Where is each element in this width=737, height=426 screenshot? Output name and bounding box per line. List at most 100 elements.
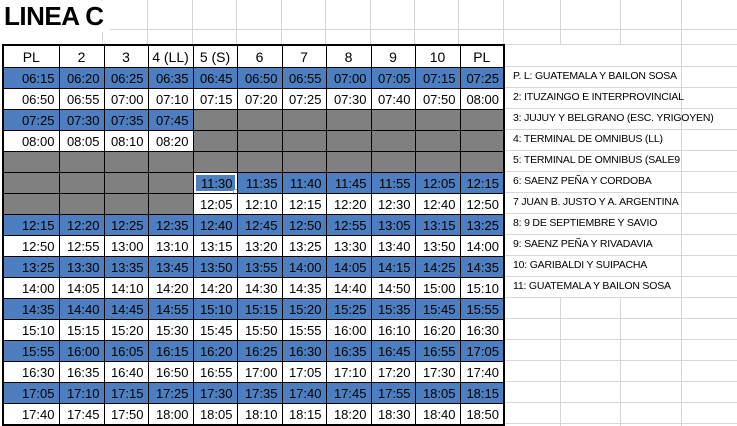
time-cell[interactable]: 18:30	[370, 403, 416, 426]
empty-cell[interactable]	[236, 130, 283, 152]
time-cell[interactable]: 12:50	[281, 214, 327, 236]
time-cell[interactable]: 14:30	[236, 277, 283, 299]
empty-cell[interactable]	[325, 109, 372, 131]
empty-cell[interactable]	[370, 151, 416, 173]
empty-cell[interactable]	[325, 151, 372, 173]
time-cell[interactable]: 07:40	[370, 88, 416, 110]
empty-cell[interactable]	[281, 130, 327, 152]
time-cell[interactable]: 12:15	[459, 172, 505, 194]
time-cell[interactable]: 13:45	[147, 256, 194, 278]
time-cell[interactable]: 13:25	[281, 235, 327, 257]
time-cell[interactable]: 15:20	[281, 298, 327, 320]
time-cell[interactable]: 07:45	[147, 109, 194, 131]
time-cell[interactable]: 07:25	[2, 109, 60, 131]
column-header[interactable]: 3	[103, 44, 149, 68]
time-cell[interactable]: 14:40	[325, 277, 372, 299]
column-header[interactable]: 10	[414, 44, 461, 68]
empty-cell[interactable]	[192, 109, 238, 131]
time-cell[interactable]: 16:25	[236, 340, 283, 362]
time-cell[interactable]: 16:35	[58, 361, 105, 383]
time-cell[interactable]: 07:00	[103, 88, 149, 110]
time-cell[interactable]: 16:55	[414, 340, 461, 362]
time-cell[interactable]: 18:15	[281, 403, 327, 426]
empty-cell[interactable]	[2, 193, 60, 215]
time-cell[interactable]: 07:15	[414, 67, 461, 89]
time-cell[interactable]: 14:00	[2, 277, 60, 299]
time-cell[interactable]: 16:30	[459, 319, 505, 341]
time-cell[interactable]: 12:40	[192, 214, 238, 236]
empty-cell[interactable]	[58, 151, 105, 173]
empty-cell[interactable]	[147, 172, 194, 194]
time-cell[interactable]: 06:20	[58, 67, 105, 89]
time-cell[interactable]: 07:20	[236, 88, 283, 110]
time-cell[interactable]: 17:30	[192, 382, 238, 404]
time-cell[interactable]: 12:50	[459, 193, 505, 215]
time-cell[interactable]: 16:20	[192, 340, 238, 362]
time-cell[interactable]: 17:50	[103, 403, 149, 426]
time-cell[interactable]: 08:05	[58, 130, 105, 152]
time-cell[interactable]: 13:30	[58, 256, 105, 278]
time-cell[interactable]: 18:15	[459, 382, 505, 404]
time-cell[interactable]: 18:00	[147, 403, 194, 426]
time-cell[interactable]: 18:10	[236, 403, 283, 426]
column-header[interactable]: 7	[281, 44, 327, 68]
time-cell[interactable]: 07:05	[370, 67, 416, 89]
time-cell[interactable]: 16:30	[281, 340, 327, 362]
time-cell[interactable]: 13:50	[414, 235, 461, 257]
empty-cell[interactable]	[414, 130, 461, 152]
time-cell[interactable]: 17:40	[459, 361, 505, 383]
time-cell[interactable]: 06:15	[2, 67, 60, 89]
time-cell[interactable]: 13:35	[103, 256, 149, 278]
time-cell[interactable]: 07:30	[325, 88, 372, 110]
time-cell[interactable]: 06:50	[236, 67, 283, 89]
time-cell[interactable]: 11:45	[325, 172, 372, 194]
time-cell[interactable]: 11:30	[192, 172, 238, 194]
time-cell[interactable]: 12:50	[2, 235, 60, 257]
time-cell[interactable]: 12:05	[192, 193, 238, 215]
time-cell[interactable]: 15:25	[325, 298, 372, 320]
time-cell[interactable]: 15:55	[281, 319, 327, 341]
time-cell[interactable]: 15:55	[2, 340, 60, 362]
empty-cell[interactable]	[236, 151, 283, 173]
time-cell[interactable]: 14:20	[192, 277, 238, 299]
column-header[interactable]: 2	[58, 44, 105, 68]
time-cell[interactable]: 16:35	[325, 340, 372, 362]
time-cell[interactable]: 16:10	[370, 319, 416, 341]
time-cell[interactable]: 18:05	[192, 403, 238, 426]
time-cell[interactable]: 18:40	[414, 403, 461, 426]
time-cell[interactable]: 07:10	[147, 88, 194, 110]
time-cell[interactable]: 17:35	[236, 382, 283, 404]
time-cell[interactable]: 17:55	[370, 382, 416, 404]
time-cell[interactable]: 12:25	[103, 214, 149, 236]
time-cell[interactable]: 12:35	[147, 214, 194, 236]
time-cell[interactable]: 17:00	[236, 361, 283, 383]
time-cell[interactable]: 17:45	[325, 382, 372, 404]
time-cell[interactable]: 12:55	[325, 214, 372, 236]
time-cell[interactable]: 15:55	[459, 298, 505, 320]
time-cell[interactable]: 13:25	[459, 214, 505, 236]
time-cell[interactable]: 17:10	[58, 382, 105, 404]
time-cell[interactable]: 14:10	[103, 277, 149, 299]
time-cell[interactable]: 14:35	[459, 256, 505, 278]
time-cell[interactable]: 13:20	[236, 235, 283, 257]
time-cell[interactable]: 12:30	[370, 193, 416, 215]
time-cell[interactable]: 17:30	[414, 361, 461, 383]
empty-cell[interactable]	[2, 151, 60, 173]
time-cell[interactable]: 14:20	[147, 277, 194, 299]
time-cell[interactable]: 13:15	[414, 214, 461, 236]
time-cell[interactable]: 15:45	[192, 319, 238, 341]
time-cell[interactable]: 13:50	[192, 256, 238, 278]
time-cell[interactable]: 17:05	[2, 382, 60, 404]
empty-cell[interactable]	[414, 109, 461, 131]
time-cell[interactable]: 06:45	[192, 67, 238, 89]
time-cell[interactable]: 12:05	[414, 172, 461, 194]
time-cell[interactable]: 15:45	[414, 298, 461, 320]
time-cell[interactable]: 16:50	[147, 361, 194, 383]
empty-cell[interactable]	[459, 151, 505, 173]
time-cell[interactable]: 07:35	[103, 109, 149, 131]
time-cell[interactable]: 16:40	[103, 361, 149, 383]
time-cell[interactable]: 15:10	[459, 277, 505, 299]
time-cell[interactable]: 18:50	[459, 403, 505, 426]
empty-cell[interactable]	[58, 172, 105, 194]
time-cell[interactable]: 14:00	[459, 235, 505, 257]
